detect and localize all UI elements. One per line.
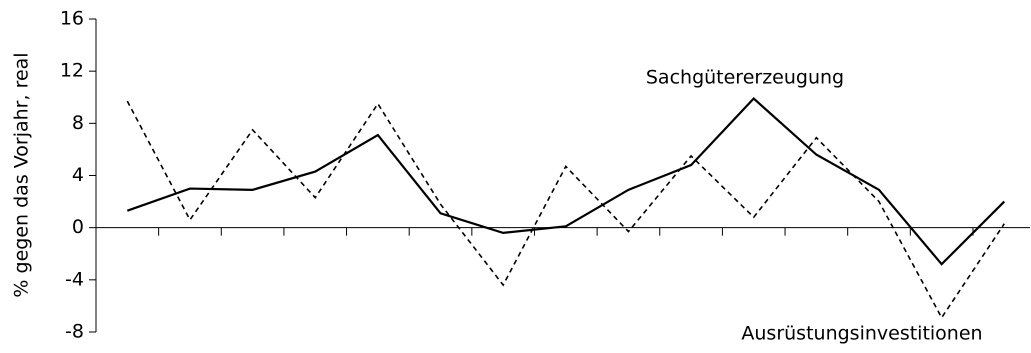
y-tick-label: 12 [60,60,84,82]
y-axis-label: % gegen das Vorjahr, real [11,52,33,297]
y-tick-label: 8 [72,112,84,134]
series-label: Sachgütererzeugung [646,67,844,89]
y-tick-label: -8 [65,321,84,343]
y-tick-label: -4 [65,268,84,290]
y-tick-label: 0 [72,216,84,238]
series-label: Ausrüstungsinvestitionen [741,323,982,345]
series-line [126,97,1006,266]
y-tick-label: 4 [72,164,84,186]
y-tick-label: 16 [60,8,84,30]
series-line [126,100,1005,320]
